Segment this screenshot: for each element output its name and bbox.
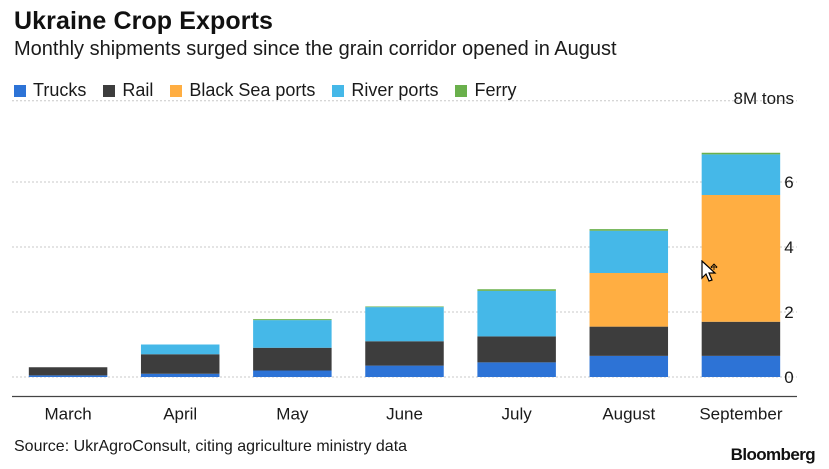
bar-trucks-april <box>140 373 220 377</box>
bar-rail-march <box>28 367 108 376</box>
bar-river-ports-september <box>701 154 781 195</box>
bar-ferry-may <box>253 319 332 321</box>
legend-swatch <box>103 84 116 97</box>
legend-swatch <box>14 84 26 97</box>
legend-swatch <box>332 84 345 97</box>
y-tick-label: 4 <box>784 238 793 257</box>
move-cursor-icon <box>701 260 718 282</box>
bar-rail-july <box>477 336 556 363</box>
bar-trucks-august <box>589 355 669 377</box>
legend-item-black-sea-ports: Black Sea ports <box>170 80 315 101</box>
bar-river-ports-april <box>140 344 220 355</box>
bar-ferry-august <box>589 229 669 231</box>
legend-label: River ports <box>351 80 439 100</box>
y-tick-label: 6 <box>784 173 793 192</box>
y-tick-label: 0 <box>784 368 793 387</box>
y-unit-label: 8M tons <box>734 89 794 108</box>
bar-rail-may <box>253 347 332 371</box>
bar-black-sea-ports-august <box>589 273 669 327</box>
bar-ferry-july <box>477 289 556 291</box>
bar-rail-september <box>701 321 781 356</box>
bar-trucks-september <box>701 355 781 377</box>
x-tick-label: April <box>163 405 197 424</box>
legend-label: Black Sea ports <box>189 80 316 100</box>
legend-label: Rail <box>122 80 154 100</box>
legend: Trucks Rail Black Sea ports River ports Ferr… <box>14 80 533 101</box>
bar-rail-april <box>140 354 220 374</box>
bar-river-ports-july <box>477 290 556 337</box>
bar-trucks-may <box>253 370 332 377</box>
bar-rail-august <box>589 326 669 356</box>
bar-trucks-june <box>365 365 444 377</box>
x-tick-label: June <box>386 405 423 424</box>
legend-item-rail: Rail <box>103 80 153 101</box>
source-note: Source: UkrAgroConsult, citing agricultu… <box>14 438 408 455</box>
legend-swatch <box>455 84 468 97</box>
chart-title: Ukraine Crop Exports <box>14 7 274 35</box>
bar-river-ports-june <box>365 307 444 342</box>
bar-ferry-september <box>701 152 781 155</box>
bar-ferry-june <box>365 306 444 308</box>
x-tick-label: March <box>44 405 91 424</box>
legend-label: Trucks <box>33 80 87 100</box>
legend-item-river-ports: River ports <box>332 80 438 101</box>
legend-swatch <box>170 84 183 97</box>
y-tick-label: 2 <box>784 303 793 322</box>
bar-rail-june <box>365 341 444 366</box>
bar-river-ports-may <box>253 320 332 348</box>
x-tick-label: May <box>276 405 309 424</box>
legend-label: Ferry <box>474 80 517 100</box>
x-tick-label: August <box>602 405 655 424</box>
brand-logo: Bloomberg <box>730 445 816 464</box>
legend-item-ferry: Ferry <box>455 80 516 101</box>
x-tick-label: September <box>699 405 782 424</box>
bar-trucks-march <box>28 375 108 377</box>
x-tick-label: July <box>502 405 533 424</box>
bar-trucks-july <box>477 362 556 377</box>
bar-black-sea-ports-september <box>701 195 781 322</box>
bar-river-ports-august <box>589 230 669 273</box>
chart-subtitle: Monthly shipments surged since the grain… <box>14 38 617 60</box>
legend-item-trucks: Trucks <box>14 80 86 101</box>
